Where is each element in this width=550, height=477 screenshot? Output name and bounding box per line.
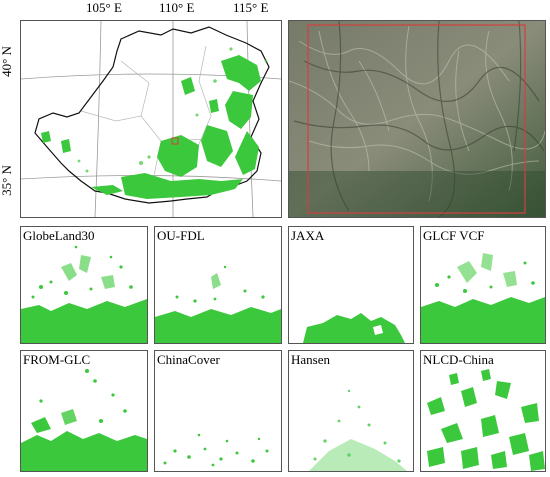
product-label: FROM-GLC [23, 352, 91, 367]
product-panel-nlcd-china: NLCD-China [420, 350, 546, 472]
satellite-image-svg [289, 21, 545, 217]
product-label: NLCD-China [423, 352, 494, 367]
product-label: GLCF VCF [423, 228, 485, 243]
product-panel-glcf-vcf: GLCF VCF [420, 226, 546, 344]
product-panel-ou-fdl: OU-FDL [154, 226, 282, 344]
loess-plateau-boundary [34, 26, 270, 204]
forest-map-from-glc [21, 369, 147, 471]
forest-map-jaxa [303, 313, 405, 343]
lat-label-35: 35° N [0, 165, 14, 196]
forest-map-hansen [309, 389, 407, 471]
lon-label-110: 110° E [159, 0, 195, 15]
lat-label-40: 40° N [0, 46, 14, 77]
ridge-lines [289, 25, 545, 202]
product-panel-from-glc: FROM-GLC [20, 350, 148, 472]
product-label: Hansen [291, 352, 330, 367]
product-label: GlobeLand30 [23, 228, 95, 243]
product-label: ChinaCover [157, 352, 220, 367]
product-label: OU-FDL [157, 228, 205, 243]
product-panel-jaxa: JAXA [288, 226, 414, 344]
product-panel-chinacover: ChinaCover [154, 350, 282, 472]
forest-map-nlcd-china [427, 369, 545, 471]
loess-plateau-overview-map [20, 20, 282, 218]
forest-map-glcf-vcf [421, 253, 545, 343]
forest-map-ou-fdl [155, 265, 281, 343]
study-area-extent [307, 24, 526, 214]
study-area-box [171, 137, 179, 145]
forest-map-chinacover [163, 433, 269, 467]
product-panel-hansen: Hansen [288, 350, 414, 472]
lon-label-105: 105° E [86, 0, 122, 15]
forest-cover-overview [41, 55, 261, 199]
forest-speckle-overview [77, 47, 268, 187]
valley-lines [293, 21, 545, 217]
product-label: JAXA [291, 228, 325, 243]
product-panel-globeland30: GlobeLand30 [20, 226, 148, 344]
satellite-image-panel [288, 20, 546, 218]
lon-label-115: 115° E [233, 0, 269, 15]
overview-map-svg [21, 21, 281, 217]
forest-map-globeland30 [21, 245, 147, 343]
